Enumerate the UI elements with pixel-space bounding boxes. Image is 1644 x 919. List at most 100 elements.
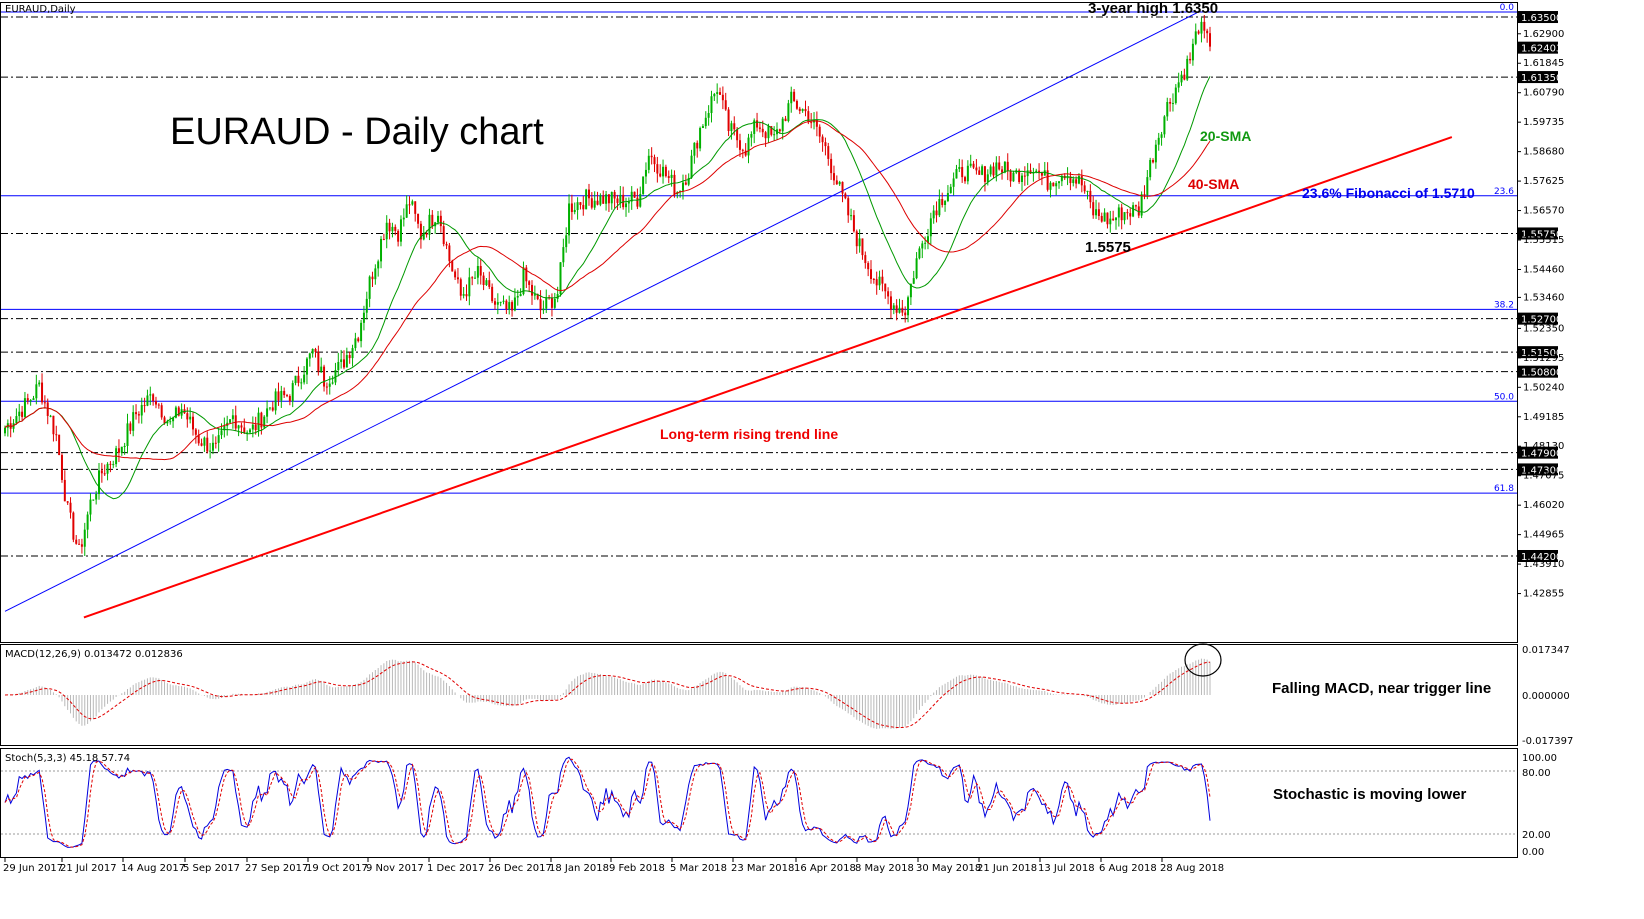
candle-body [895, 305, 898, 313]
candle-body [286, 395, 289, 397]
candle-body [380, 238, 383, 262]
candle-body [1120, 207, 1123, 221]
candle-body [317, 351, 320, 372]
candle-body [428, 214, 431, 235]
candle-body [303, 374, 306, 383]
candle-body [100, 470, 103, 474]
candle-body [1134, 205, 1137, 207]
candle-body [371, 276, 374, 280]
candle-body [442, 226, 445, 245]
candle-body [411, 201, 414, 205]
candle-body [374, 268, 377, 280]
candle-body [46, 402, 49, 416]
candle-body [898, 307, 901, 313]
candle-body [650, 155, 653, 158]
candle-body [590, 198, 593, 208]
candle-body [132, 412, 135, 431]
macd-label: MACD(12,26,9) 0.013472 0.012836 [5, 649, 183, 660]
candle-body [89, 499, 92, 515]
candle-body [1169, 101, 1172, 104]
level-label-box [1518, 71, 1558, 84]
candle-body [559, 262, 562, 295]
candle-body [701, 126, 704, 129]
stoch-tick-20: 20.00 [1522, 830, 1551, 841]
candle-body [126, 423, 129, 446]
candle-body [724, 100, 727, 110]
candle-body [519, 294, 522, 297]
candle-body [1080, 176, 1083, 186]
stoch-tick-80: 80.00 [1522, 768, 1551, 779]
candle-body [360, 322, 363, 342]
candle-body [1126, 212, 1129, 214]
candle-body [562, 247, 565, 263]
time-tick-label: 13 Jul 2018 [1038, 863, 1095, 874]
candle-body [773, 134, 776, 136]
time-tick-label: 1 Dec 2017 [427, 863, 485, 874]
candle-body [408, 204, 411, 206]
candle-body [787, 103, 790, 122]
candle-body [1023, 175, 1026, 177]
candle-body [619, 194, 622, 203]
level-label: 1.61350 [1521, 73, 1562, 84]
candle-body [1106, 212, 1109, 225]
candle-body [1086, 190, 1089, 192]
level-label: 1.47300 [1521, 465, 1562, 476]
candle-body [474, 277, 477, 279]
candle-body [368, 276, 371, 299]
candle-body [120, 446, 123, 453]
candle-body [798, 108, 801, 111]
candle-body [1069, 176, 1072, 184]
time-tick-label: 9 Nov 2017 [366, 863, 424, 874]
candle-body [95, 494, 98, 500]
candle-body [163, 417, 166, 424]
candle-body [92, 499, 95, 501]
candle-body [855, 231, 858, 247]
candle-body [283, 390, 286, 396]
candle-body [78, 543, 81, 545]
candle-body [1089, 190, 1092, 203]
candle-body [1137, 206, 1140, 216]
candle-body [716, 92, 719, 94]
candle-body [277, 391, 280, 401]
candle-body [539, 299, 542, 311]
candle-body [468, 277, 471, 297]
candle-body [625, 203, 628, 208]
macd-tick-max: 0.017347 [1522, 645, 1570, 656]
price-axis-ticks: 1.62900 1.61845 1.60790 1.59735 1.58680 1.576… [1517, 29, 1564, 600]
candle-body [531, 284, 534, 296]
macd-indicator [4, 658, 1211, 729]
annotation-macd: Falling MACD, near trigger line [1272, 680, 1491, 697]
candle-body [154, 401, 157, 405]
candle-body [1001, 169, 1004, 173]
candle-body [397, 230, 400, 242]
annotation-fibonacci: 23.6% Fibonacci of 1.5710 [1302, 185, 1475, 201]
candle-body [986, 174, 989, 182]
price-tick-label: 1.46020 [1523, 500, 1564, 511]
candle-body [573, 209, 576, 213]
candle-body [653, 157, 656, 165]
candle-body [582, 204, 585, 210]
candle-body [570, 203, 573, 213]
candle-body [1177, 82, 1180, 88]
candle-body [852, 215, 855, 232]
candle-body [365, 298, 368, 313]
candle-body [605, 194, 608, 204]
candle-body [998, 162, 1001, 170]
candle-body [915, 258, 918, 279]
40-sma-line [4, 120, 1211, 461]
candle-body [568, 203, 571, 236]
candle-body [422, 233, 425, 240]
symbol-label: EURAUD,Daily [5, 4, 76, 15]
candle-body [704, 117, 707, 127]
candle-body [684, 182, 687, 185]
candle-body [229, 419, 232, 423]
candle-body [622, 194, 625, 208]
candle-body [377, 261, 380, 269]
candle-body [1171, 103, 1174, 105]
candle-body [847, 198, 850, 216]
candle-body [975, 167, 978, 171]
time-tick-label: 6 Aug 2018 [1099, 863, 1157, 874]
candle-body [767, 126, 770, 139]
